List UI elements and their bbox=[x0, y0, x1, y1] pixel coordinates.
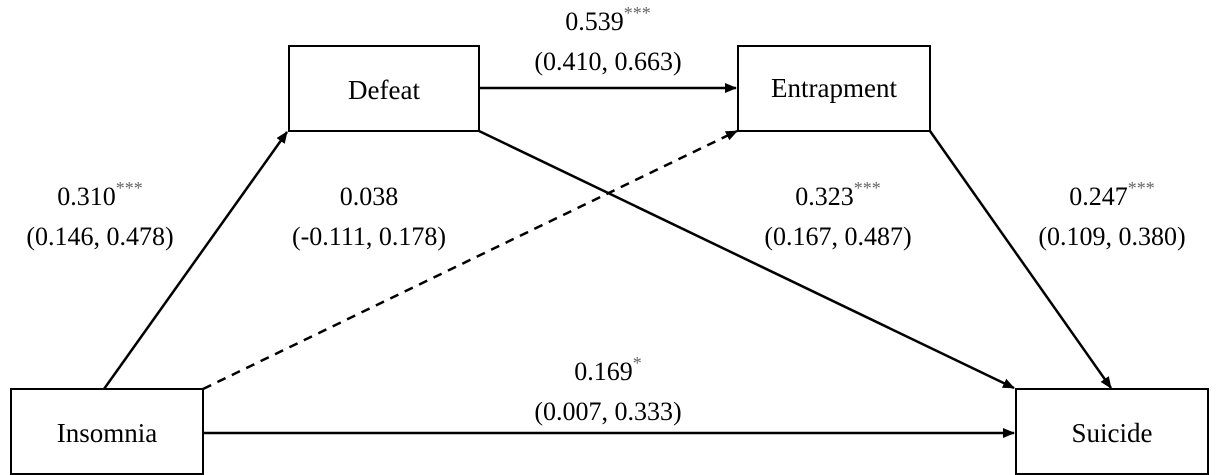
node-suicide: Suicide bbox=[1015, 388, 1209, 475]
label-insomnia-entrapment: 0.038 (-0.111, 0.178) bbox=[292, 182, 446, 251]
ci-entrapment-suicide: (0.109, 0.380) bbox=[1038, 222, 1185, 251]
sig-insomnia-suicide: * bbox=[633, 353, 642, 373]
node-defeat-label: Defeat bbox=[348, 75, 420, 105]
svg-text:0.310***: 0.310*** bbox=[57, 178, 143, 211]
coef-defeat-suicide: 0.323 bbox=[795, 182, 854, 211]
ci-defeat-suicide: (0.167, 0.487) bbox=[764, 222, 911, 251]
coef-insomnia-entrapment: 0.038 bbox=[340, 182, 399, 211]
node-entrapment: Entrapment bbox=[737, 45, 931, 132]
svg-text:0.169*: 0.169* bbox=[574, 353, 642, 386]
node-defeat: Defeat bbox=[288, 45, 480, 132]
node-insomnia-label: Insomnia bbox=[57, 418, 158, 448]
node-entrapment-label: Entrapment bbox=[771, 73, 897, 103]
ci-insomnia-suicide: (0.007, 0.333) bbox=[534, 397, 681, 426]
coef-entrapment-suicide: 0.247 bbox=[1069, 182, 1128, 211]
label-defeat-entrapment: 0.539*** (0.410, 0.663) bbox=[534, 3, 681, 76]
sig-defeat-entrapment: *** bbox=[624, 3, 651, 23]
sig-insomnia-defeat: *** bbox=[116, 178, 143, 198]
node-insomnia: Insomnia bbox=[10, 388, 204, 475]
coef-defeat-entrapment: 0.539 bbox=[565, 7, 624, 36]
sig-defeat-suicide: *** bbox=[854, 178, 881, 198]
edge-insomnia-defeat bbox=[102, 131, 289, 390]
ci-insomnia-defeat: (0.146, 0.478) bbox=[26, 222, 173, 251]
edge-entrapment-suicide bbox=[928, 130, 1113, 389]
ci-insomnia-entrapment: (-0.111, 0.178) bbox=[292, 222, 446, 251]
coef-insomnia-suicide: 0.169 bbox=[574, 357, 633, 386]
label-defeat-suicide: 0.323*** (0.167, 0.487) bbox=[764, 178, 911, 251]
svg-text:0.247***: 0.247*** bbox=[1069, 178, 1155, 211]
sig-entrapment-suicide: *** bbox=[1128, 178, 1155, 198]
label-entrapment-suicide: 0.247*** (0.109, 0.380) bbox=[1038, 178, 1185, 251]
svg-text:0.539***: 0.539*** bbox=[565, 3, 651, 36]
label-insomnia-defeat: 0.310*** (0.146, 0.478) bbox=[26, 178, 173, 251]
label-insomnia-suicide: 0.169* (0.007, 0.333) bbox=[534, 353, 681, 426]
edge-insomnia-entrapment bbox=[202, 129, 738, 391]
ci-defeat-entrapment: (0.410, 0.663) bbox=[534, 47, 681, 76]
node-suicide-label: Suicide bbox=[1072, 418, 1153, 448]
coef-insomnia-defeat: 0.310 bbox=[57, 182, 116, 211]
edge-defeat-suicide bbox=[478, 129, 1015, 390]
svg-text:0.323***: 0.323*** bbox=[795, 178, 881, 211]
